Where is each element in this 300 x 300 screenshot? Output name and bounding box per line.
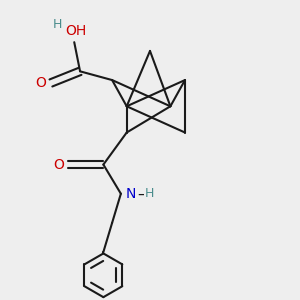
Text: N: N — [125, 187, 136, 201]
Text: –: – — [137, 187, 145, 202]
Text: H: H — [145, 187, 154, 200]
Text: OH: OH — [65, 24, 86, 38]
Text: H: H — [53, 17, 63, 31]
Text: O: O — [53, 158, 64, 172]
Text: O: O — [36, 76, 46, 90]
